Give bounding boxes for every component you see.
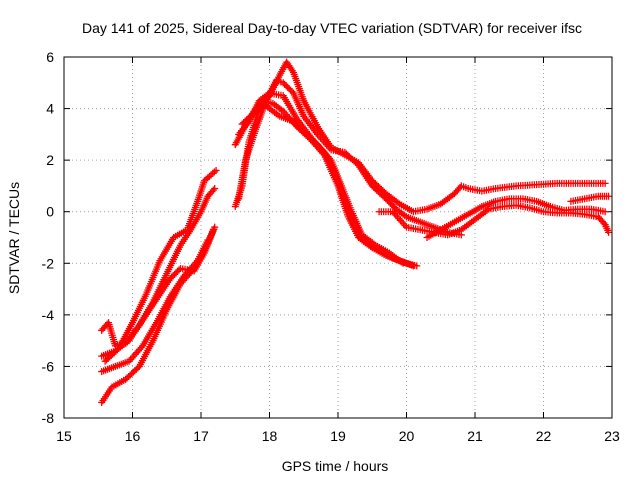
ticks: 15 16 17 18 19 20 21 22 23 -8 -6 -4 -2 0 2 4 6 bbox=[42, 49, 620, 444]
y-tick-label: 4 bbox=[46, 101, 54, 117]
data-point bbox=[209, 186, 217, 194]
x-tick-label: 16 bbox=[125, 428, 141, 444]
x-tick-label: 23 bbox=[604, 428, 620, 444]
x-tick-label: 18 bbox=[262, 428, 278, 444]
grid bbox=[64, 57, 612, 418]
data-point bbox=[211, 185, 219, 193]
y-tick-label: 2 bbox=[46, 152, 54, 168]
data-point bbox=[601, 208, 609, 216]
y-tick-label: 6 bbox=[46, 49, 54, 65]
data-point bbox=[211, 223, 219, 231]
x-tick-label: 21 bbox=[467, 428, 483, 444]
y-tick-label: 0 bbox=[46, 204, 54, 220]
series-track-6 bbox=[231, 58, 609, 216]
x-tick-label: 15 bbox=[56, 428, 72, 444]
y-tick-label: -8 bbox=[42, 410, 55, 426]
x-tick-label: 17 bbox=[193, 428, 209, 444]
data-point bbox=[413, 262, 421, 270]
series-layer bbox=[98, 58, 613, 407]
data-point bbox=[605, 228, 613, 236]
y-tick-label: -6 bbox=[42, 358, 55, 374]
x-tick-label: 22 bbox=[536, 428, 552, 444]
plot-frame bbox=[63, 56, 613, 419]
data-point bbox=[250, 109, 258, 117]
y-tick-label: -2 bbox=[42, 255, 55, 271]
data-point bbox=[312, 139, 320, 147]
data-point bbox=[399, 259, 407, 267]
data-point bbox=[605, 192, 613, 200]
x-tick-label: 20 bbox=[399, 428, 415, 444]
data-point bbox=[601, 179, 609, 187]
chart-title: Day 141 of 2025, Sidereal Day-to-day VTE… bbox=[82, 20, 582, 36]
series-track-12 bbox=[423, 195, 609, 241]
data-point bbox=[210, 168, 218, 176]
x-axis-label: GPS time / hours bbox=[282, 458, 389, 474]
data-point bbox=[175, 266, 183, 274]
y-axis-label: SDTVAR / TECUs bbox=[6, 182, 22, 294]
series-track-13 bbox=[567, 192, 613, 205]
data-point bbox=[212, 166, 220, 174]
x-tick-label: 19 bbox=[330, 428, 346, 444]
y-tick-label: -4 bbox=[42, 307, 55, 323]
data-point bbox=[456, 183, 464, 191]
series-track-5 bbox=[101, 166, 220, 365]
series-track-10 bbox=[238, 102, 407, 267]
